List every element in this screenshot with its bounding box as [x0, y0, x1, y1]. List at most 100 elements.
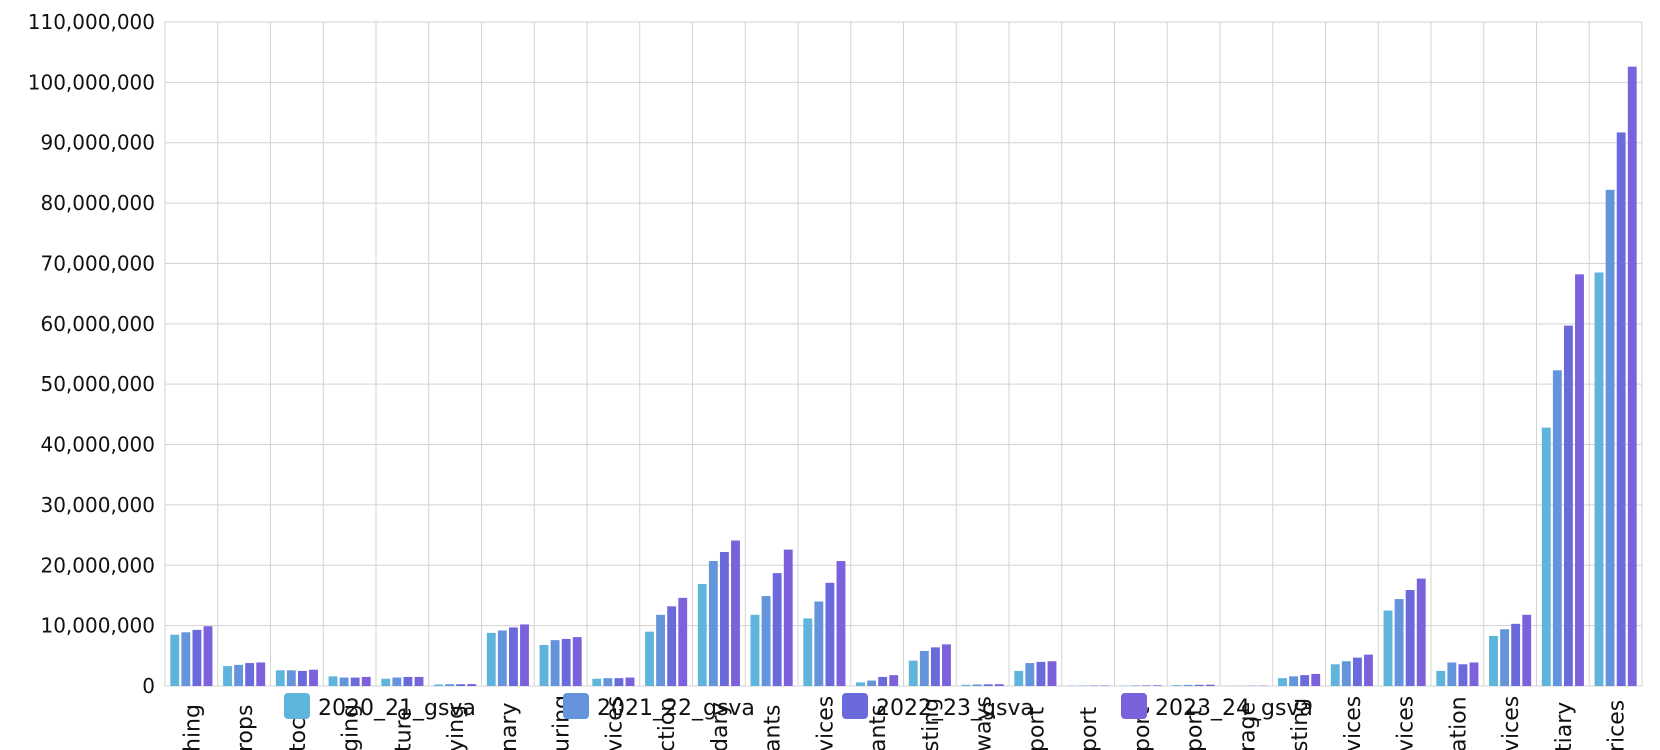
bar — [561, 638, 571, 686]
x-tick-label: port — [1077, 707, 1102, 750]
bar — [836, 561, 846, 686]
bar — [414, 676, 424, 686]
y-tick-label: 50,000,000 — [40, 372, 155, 396]
bar — [1511, 623, 1521, 686]
bar — [1500, 629, 1510, 686]
bar — [592, 678, 602, 686]
bar — [1383, 610, 1393, 686]
x-tick-label: vices — [1341, 696, 1366, 750]
bar — [731, 540, 740, 686]
x-tick-label: sting — [1288, 698, 1313, 750]
bar — [361, 676, 371, 686]
bar — [1352, 657, 1362, 686]
x-tick-label: dary — [708, 702, 733, 750]
legend-label: 2022_23_gsva — [876, 696, 1034, 721]
x-tick-label: ation — [1446, 696, 1471, 750]
bar — [908, 660, 918, 686]
x-tick-label: rops — [233, 705, 258, 750]
legend-label: 2021_22_gsva — [597, 696, 755, 721]
bar — [1416, 578, 1426, 686]
bars — [170, 66, 1637, 687]
bar — [878, 676, 888, 686]
y-tick-label: 110,000,000 — [28, 10, 155, 34]
bar — [297, 670, 307, 686]
bar — [983, 684, 993, 686]
y-tick-label: 100,000,000 — [28, 70, 155, 94]
bar — [1447, 662, 1457, 686]
bar — [1469, 662, 1479, 686]
bar — [192, 629, 202, 686]
bar — [1036, 661, 1046, 686]
bar — [309, 669, 318, 686]
bar — [403, 676, 413, 686]
bar — [1605, 189, 1615, 686]
y-tick-label: 60,000,000 — [40, 312, 155, 336]
bar — [328, 676, 338, 686]
bar — [572, 637, 582, 686]
x-tick-label: tiary — [1552, 702, 1577, 750]
x-tick-label: ants — [761, 704, 786, 750]
bar — [497, 630, 507, 686]
bar — [392, 677, 402, 686]
bar — [814, 601, 824, 686]
bar — [508, 627, 518, 686]
x-tick-label: hing — [180, 704, 205, 750]
bar — [889, 675, 899, 686]
y-tick-label: 10,000,000 — [40, 614, 155, 638]
bar — [1394, 599, 1404, 686]
bar — [1311, 673, 1321, 686]
y-tick-label: 40,000,000 — [40, 433, 155, 457]
bar — [1278, 678, 1287, 686]
bar — [1489, 635, 1498, 686]
bar — [1330, 664, 1340, 686]
bar — [972, 684, 982, 686]
bar — [170, 634, 180, 686]
bar — [1594, 272, 1604, 686]
bar — [1341, 661, 1351, 686]
bar — [286, 670, 296, 686]
bar — [783, 549, 793, 686]
x-tick-label: rage — [1235, 702, 1260, 750]
x-tick-label: ways — [972, 696, 997, 750]
x-tick-label: port — [1183, 707, 1208, 750]
y-tick-label: 0 — [142, 674, 155, 698]
bar — [1183, 684, 1193, 686]
bar — [697, 583, 707, 686]
bar — [930, 647, 940, 686]
bar — [1575, 274, 1584, 686]
legend-swatch — [1121, 693, 1147, 719]
x-tick-label: ging — [339, 704, 364, 750]
bar — [1627, 66, 1637, 687]
bar — [942, 644, 951, 686]
bar — [350, 677, 360, 686]
bar — [467, 684, 477, 686]
bar — [203, 626, 213, 686]
bar — [1141, 685, 1151, 686]
x-tick-label: ants — [866, 704, 891, 750]
bar — [1522, 614, 1532, 686]
grid-lines — [164, 21, 1643, 687]
legend-swatch — [284, 693, 310, 719]
legend-item: 2021_22_gsva — [563, 693, 755, 721]
bar — [381, 678, 391, 686]
bar — [719, 551, 729, 686]
bar — [1300, 675, 1310, 686]
bar — [1364, 654, 1373, 686]
bar — [761, 596, 771, 686]
bar — [856, 682, 865, 686]
bar — [961, 684, 971, 686]
bar — [1205, 684, 1215, 686]
bar — [1552, 370, 1562, 686]
bar — [825, 582, 835, 686]
bar — [1405, 590, 1415, 686]
bar — [656, 614, 666, 686]
y-tick-label: 70,000,000 — [40, 251, 155, 275]
bar — [645, 631, 654, 686]
bar — [486, 632, 496, 686]
bar — [445, 684, 455, 686]
bar — [1563, 325, 1573, 686]
legend-item: 2020_21_gsva — [284, 693, 476, 721]
x-tick-label: vices — [813, 696, 838, 750]
y-tick-label: 80,000,000 — [40, 191, 155, 215]
